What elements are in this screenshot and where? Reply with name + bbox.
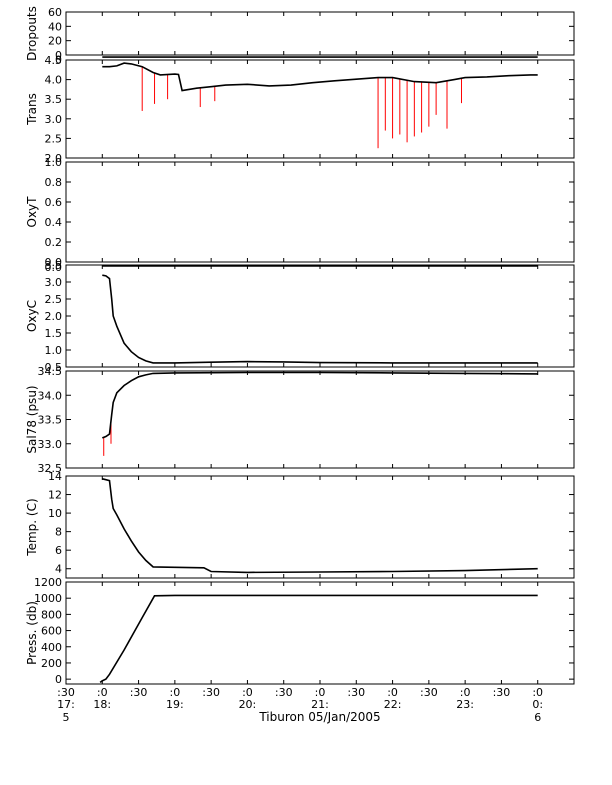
y-tick-label: 32.5	[38, 462, 63, 475]
x-tick-label: :30	[420, 686, 438, 699]
y-tick-label: 33.0	[38, 438, 63, 451]
series-line	[102, 478, 538, 574]
y-tick-label: 14	[48, 470, 62, 483]
y-tick-label: 3.5	[45, 259, 63, 272]
x-tick-label: :0	[387, 686, 398, 699]
x-tick-label: :30	[130, 686, 148, 699]
x-tick-label: 20:	[239, 698, 257, 711]
y-tick-label: 0	[55, 673, 62, 686]
y-tick-label: 3.5	[45, 93, 63, 106]
x-tick-label: 23:	[456, 698, 474, 711]
y-tick-label: 20	[48, 35, 62, 48]
x-tick-label: 19:	[166, 698, 184, 711]
y-tick-label: 1.5	[45, 327, 63, 340]
y-tick-label: 1.0	[45, 344, 63, 357]
panel-frame	[65, 370, 575, 469]
y-tick-label: 4	[55, 563, 62, 576]
y-axis-label: Sal78 (psu)	[25, 385, 39, 453]
panel-frame	[65, 581, 575, 685]
y-tick-label: 40	[48, 20, 62, 33]
y-tick-label: 200	[41, 657, 62, 670]
y-tick-label: 3.0	[45, 113, 63, 126]
series-line	[102, 371, 538, 439]
y-tick-label: 0.0	[45, 261, 63, 274]
y-tick-label: 0.0	[45, 256, 63, 269]
panel-frame	[65, 11, 575, 56]
y-axis-label: Trans	[25, 93, 39, 126]
y-tick-label: 0	[55, 53, 62, 66]
y-tick-label: 0.5	[45, 361, 63, 374]
panel-frame	[65, 264, 575, 368]
x-tick-label: :0	[97, 686, 108, 699]
y-tick-label: 2.5	[45, 293, 63, 306]
y-tick-label: 10	[48, 507, 62, 520]
x-tick-label: :0	[532, 686, 543, 699]
x-tick-label: 21:	[311, 698, 329, 711]
y-tick-label: 34.0	[38, 389, 63, 402]
y-tick-label: 34.5	[38, 365, 63, 378]
y-axis-label: OxyC	[25, 300, 39, 332]
y-tick-label: 800	[41, 608, 62, 621]
x-tick-label: :30	[347, 686, 365, 699]
y-tick-label: 2.5	[45, 132, 63, 145]
y-tick-label: 0.8	[45, 176, 63, 189]
x-tick-label: 6	[534, 711, 541, 724]
x-tick-label: 22:	[384, 698, 402, 711]
y-tick-label: 3.0	[45, 276, 63, 289]
y-axis-label: Temp. (C)	[25, 498, 39, 556]
panel-frame	[65, 161, 575, 263]
y-axis-label: OxyT	[25, 196, 39, 228]
y-axis-label: Dropouts	[25, 6, 39, 61]
panel-frame	[65, 475, 575, 579]
y-tick-label: 33.5	[38, 414, 63, 427]
y-tick-label: 0.6	[45, 196, 63, 209]
x-tick-label: :30	[57, 686, 75, 699]
x-tick-label: 17:	[57, 698, 75, 711]
series-line	[99, 594, 538, 684]
y-tick-label: 1.0	[45, 156, 63, 169]
x-tick-label: :0	[169, 686, 180, 699]
y-tick-label: 60	[48, 6, 62, 19]
y-tick-label: 400	[41, 641, 62, 654]
x-tick-label: :0	[460, 686, 471, 699]
y-tick-label: 6	[55, 544, 62, 557]
x-tick-label: :30	[275, 686, 293, 699]
y-tick-label: 8	[55, 526, 62, 539]
series-line	[102, 274, 538, 364]
x-tick-label: :30	[202, 686, 220, 699]
y-tick-label: 4.0	[45, 74, 63, 87]
x-tick-label: :0	[242, 686, 253, 699]
x-tick-label: 0:	[532, 698, 543, 711]
y-tick-label: 600	[41, 625, 62, 638]
y-tick-label: 1200	[34, 576, 62, 589]
y-axis-label: Press. (db)	[25, 601, 39, 665]
x-tick-label: :30	[493, 686, 511, 699]
x-tick-label: :0	[315, 686, 326, 699]
y-tick-label: 2.0	[45, 152, 63, 165]
y-tick-label: 12	[48, 489, 62, 502]
y-tick-label: 0	[55, 49, 62, 62]
y-tick-label: 4.5	[45, 54, 63, 67]
x-axis-label: Tiburon 05/Jan/2005	[258, 710, 380, 724]
y-tick-label: 2.0	[45, 310, 63, 323]
y-tick-label: 1000	[34, 592, 62, 605]
x-tick-label: 18:	[93, 698, 111, 711]
series-line	[102, 62, 538, 92]
y-tick-label: 0.4	[45, 216, 63, 229]
x-tick-label: 5	[63, 711, 70, 724]
y-tick-label: 0.2	[45, 236, 63, 249]
